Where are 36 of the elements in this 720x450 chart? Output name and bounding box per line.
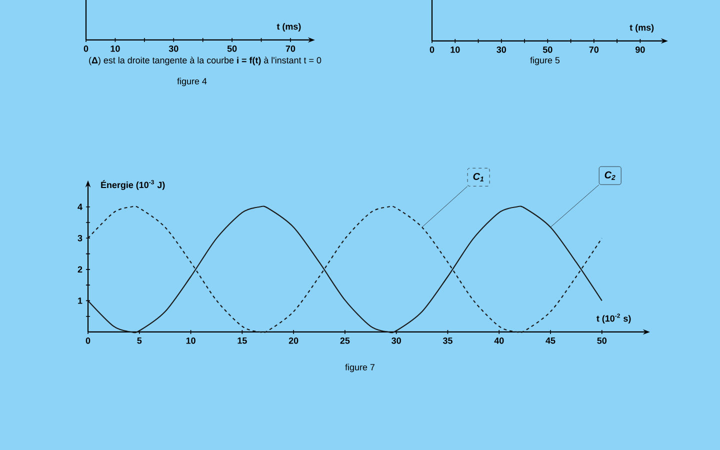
category-label: 10 xyxy=(450,46,460,53)
x-tick-label: 25 xyxy=(340,338,350,344)
y-tick-label: 4 xyxy=(78,204,82,210)
category-label: 50 xyxy=(227,46,237,52)
legend-label: C$_{1}$ xyxy=(473,172,484,182)
caption: figure 5 xyxy=(530,56,560,66)
caption: figure 7 xyxy=(345,364,374,372)
caption: figure 4 xyxy=(177,78,207,86)
category-label: 10 xyxy=(110,46,120,52)
x-tick-label: 30 xyxy=(392,338,401,344)
y-tick-label: 3 xyxy=(78,234,82,242)
x-tick-label: 40 xyxy=(494,338,504,344)
category-label: 70 xyxy=(286,46,296,52)
category-label: 50 xyxy=(542,46,552,53)
category-label: 30 xyxy=(168,46,178,52)
x-tick-label: 50 xyxy=(597,338,607,344)
x-tick-label: 5 xyxy=(137,338,142,344)
text: (Δ) est la droite tangente à la courbe i = f(t) à l'instant t = 0 xyxy=(89,56,322,66)
y-axis-title: Énergie (10$^{-3}$ J) xyxy=(101,180,165,190)
x-tick-label: 0 xyxy=(86,338,90,344)
text: t (ms) xyxy=(630,24,654,32)
category-label: 0 xyxy=(84,46,88,52)
x-tick-label: 15 xyxy=(238,338,247,344)
category-label: 70 xyxy=(589,46,599,53)
x-tick-label: 45 xyxy=(546,338,556,344)
category-label: 30 xyxy=(496,46,506,53)
y-tick-label: 1 xyxy=(78,298,82,304)
x-axis-title: t (10$^{-2}$ s) xyxy=(596,314,631,324)
legend-label: C$_{2}$ xyxy=(604,171,616,180)
x-tick-label: 35 xyxy=(442,338,452,344)
text: t (ms) xyxy=(276,23,301,32)
category-label: 90 xyxy=(636,46,645,53)
x-tick-label: 20 xyxy=(288,338,298,344)
x-tick-label: 10 xyxy=(186,338,196,344)
category-label: 0 xyxy=(430,46,434,53)
y-tick-label: 2 xyxy=(78,266,82,273)
